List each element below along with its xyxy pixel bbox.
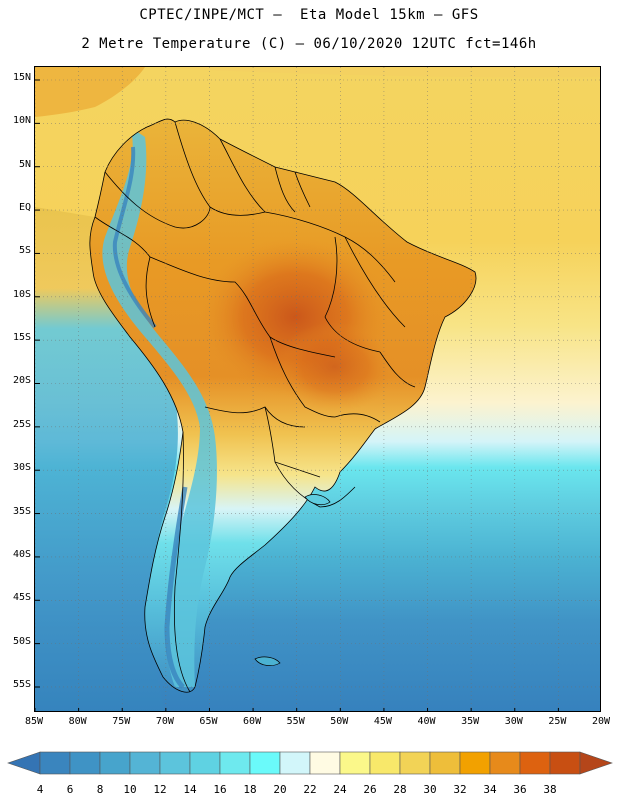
colorbar-cell xyxy=(339,751,371,775)
colorbar xyxy=(7,751,613,775)
map-title: CPTEC/INPE/MCT – Eta Model 15km – GFS xyxy=(139,7,479,23)
colorbar-label: 20 xyxy=(273,783,287,796)
lat-tick-label: 10S xyxy=(12,288,31,300)
colorbar-cell xyxy=(219,751,251,775)
lon-tick-label: 45W xyxy=(373,716,392,727)
lat-tick-label: 30S xyxy=(12,462,31,474)
colorbar-cell xyxy=(129,751,161,775)
colorbar-label: 14 xyxy=(183,783,197,796)
colorbar-cell xyxy=(99,751,131,775)
colorbar-label: 34 xyxy=(483,783,497,796)
lat-tick-label: 45S xyxy=(12,592,31,604)
colorbar-label: 24 xyxy=(333,783,347,796)
country-borders xyxy=(89,118,477,693)
andes-cold-band xyxy=(102,127,217,687)
lon-tick-label: 60W xyxy=(243,716,262,727)
lon-tick-label: 75W xyxy=(112,716,131,727)
colorbar-label: 16 xyxy=(213,783,227,796)
colorbar-label: 38 xyxy=(543,783,557,796)
lon-tick-label: 20W xyxy=(591,716,611,727)
colorbar-cell xyxy=(159,751,191,775)
colorbar-cell xyxy=(489,751,521,775)
colorbar-label: 10 xyxy=(123,783,137,796)
lon-tick-label: 65W xyxy=(199,716,218,727)
lat-tick-label: 40S xyxy=(12,548,31,560)
lon-tick-label: 50W xyxy=(330,716,349,727)
lat-tick-label: 50S xyxy=(12,635,31,647)
colorbar-label: 22 xyxy=(303,783,317,796)
colorbar-over-arrow xyxy=(579,751,613,775)
lat-tick-label: 20S xyxy=(12,375,31,387)
lon-tick-label: 85W xyxy=(24,716,44,727)
lon-tick-label: 70W xyxy=(155,716,174,727)
colorbar-cell xyxy=(189,751,221,775)
colorbar-cell xyxy=(459,751,491,775)
lon-tick-label: 30W xyxy=(504,716,523,727)
lat-tick-label: EQ xyxy=(18,202,31,214)
colorbar-label: 28 xyxy=(393,783,407,796)
lat-tick-label: 15N xyxy=(12,72,31,83)
colorbar-label: 18 xyxy=(243,783,257,796)
pacific-field xyxy=(35,207,178,711)
colorbar-label: 32 xyxy=(453,783,467,796)
lon-tick-label: 80W xyxy=(68,716,87,727)
colorbar-under-arrow xyxy=(7,751,41,775)
colorbar-cell xyxy=(369,751,401,775)
lagoon xyxy=(304,494,331,506)
falkland-islands xyxy=(254,656,281,666)
colorbar-cell xyxy=(519,751,551,775)
lat-tick-label: 5S xyxy=(18,245,31,257)
map-subtitle: 2 Metre Temperature (C) – 06/10/2020 12U… xyxy=(81,36,537,52)
colorbar-cell xyxy=(249,751,281,775)
colorbar-cell xyxy=(39,751,71,775)
lon-tick-label: 55W xyxy=(286,716,305,727)
lat-tick-label: 5N xyxy=(18,158,31,170)
colorbar-cell xyxy=(399,751,431,775)
colorbar-label: 8 xyxy=(96,783,104,796)
lat-tick-label: 25S xyxy=(12,418,31,430)
colorbar-label: 36 xyxy=(513,783,527,796)
map-frame xyxy=(34,66,601,712)
central-america xyxy=(35,67,145,117)
graticule xyxy=(35,67,600,711)
colorbar-cell xyxy=(549,751,581,775)
colorbar-label: 4 xyxy=(36,783,44,796)
lat-tick-label: 10N xyxy=(12,115,31,127)
lon-tick-label: 35W xyxy=(461,716,480,727)
colorbar-cell xyxy=(309,751,341,775)
colorbar-cell xyxy=(279,751,311,775)
lat-tick-label: 35S xyxy=(12,505,31,517)
colorbar-cell xyxy=(429,751,461,775)
colorbar-label: 12 xyxy=(153,783,167,796)
colorbar-cell xyxy=(69,751,101,775)
lat-tick-label: 15S xyxy=(12,332,31,344)
lon-tick-label: 25W xyxy=(548,716,567,727)
lon-tick-label: 40W xyxy=(417,716,436,727)
colorbar-label: 30 xyxy=(423,783,437,796)
temperature-map xyxy=(35,67,600,711)
colorbar-label: 6 xyxy=(66,783,74,796)
colorbar-label: 26 xyxy=(363,783,377,796)
tick-marks xyxy=(35,79,559,711)
lat-tick-label: 55S xyxy=(12,678,31,690)
